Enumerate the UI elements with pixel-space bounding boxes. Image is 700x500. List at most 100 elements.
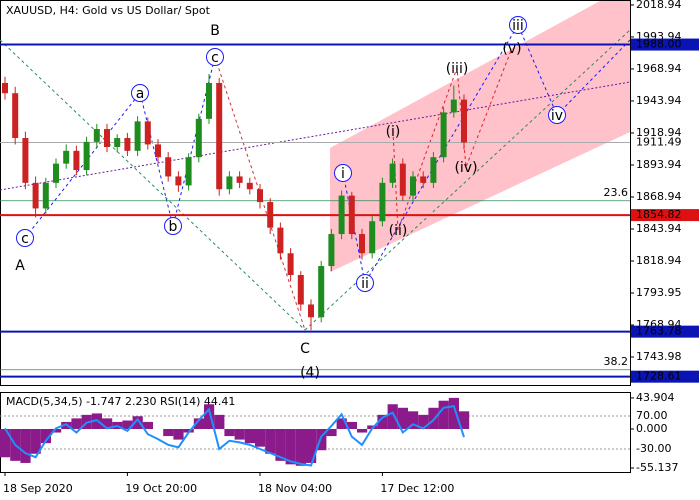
wave-label: (4) — [300, 365, 320, 381]
macd-bar — [418, 414, 429, 429]
wave-label: (ii) — [389, 223, 408, 239]
candle-body — [22, 138, 29, 183]
rsi-line — [4, 404, 465, 467]
candle-body — [42, 182, 49, 209]
wave-label: A — [15, 258, 25, 274]
candle-body — [83, 141, 90, 171]
candle-body — [297, 275, 304, 305]
candle-body — [206, 82, 212, 119]
wave-label: a — [136, 86, 145, 102]
level-label: 1854.82 — [636, 208, 682, 221]
macd-bar — [51, 428, 62, 433]
wave-label: b — [169, 219, 178, 235]
candle-body — [175, 176, 182, 186]
macd-bar — [428, 407, 439, 429]
level-tag — [631, 209, 699, 222]
y-tick-label: 1918.94 — [636, 126, 682, 139]
candle-body — [185, 157, 192, 186]
wave-circle — [509, 16, 527, 34]
y-tick-label: 2018.94 — [636, 0, 682, 11]
wave-line — [342, 23, 631, 285]
y-tick-label: 1793.95 — [636, 286, 682, 299]
y-tick-label: 70.00 — [636, 409, 668, 422]
macd-bar — [295, 428, 306, 466]
level-label: 1763.78 — [636, 325, 682, 338]
macd-bar — [20, 428, 31, 463]
macd-bar — [0, 428, 11, 458]
macd-bar — [132, 416, 143, 429]
level-label: 1728.61 — [636, 370, 682, 383]
wave-circle — [206, 48, 224, 66]
candle-body — [216, 82, 223, 190]
macd-bar — [40, 428, 51, 444]
candle-body — [267, 202, 274, 228]
macd-bar — [387, 404, 398, 429]
wave-label: i — [341, 166, 345, 182]
candle-body — [32, 182, 39, 209]
candle-body — [308, 304, 314, 318]
trend-line — [0, 39, 306, 331]
candle-body — [277, 227, 284, 254]
wave-circle — [356, 274, 374, 292]
candle-body — [440, 112, 447, 158]
fib-label: 23.6 — [604, 186, 629, 199]
candle-body — [461, 99, 467, 143]
candle-body — [104, 129, 110, 147]
y-tick-label: 1818.94 — [636, 254, 682, 267]
wave-label: ii — [361, 276, 369, 292]
level-tag — [631, 136, 699, 149]
macd-bar — [306, 428, 317, 463]
wave-circle — [16, 229, 34, 247]
macd-bar — [71, 418, 82, 429]
y-tick-label: 0.000 — [636, 422, 668, 435]
candle-body — [2, 82, 8, 94]
candle-body — [450, 99, 457, 113]
macd-bar — [30, 428, 41, 454]
candle-body — [155, 144, 161, 158]
macd-bar — [234, 428, 245, 440]
macd-bar — [265, 428, 276, 454]
macd-bar — [377, 414, 388, 429]
candle-body — [399, 163, 406, 196]
candle-body — [257, 189, 263, 203]
wave-label: iii — [512, 18, 524, 34]
level-label: 1988.00 — [636, 38, 682, 51]
wave-circle — [164, 217, 182, 235]
candle-body — [369, 221, 376, 254]
macd-bar — [408, 411, 419, 429]
candle-body — [338, 195, 345, 235]
macd-bar — [193, 418, 204, 429]
y-tick-label: 1968.94 — [636, 62, 682, 75]
level-tag — [631, 370, 699, 383]
candle-body — [359, 234, 365, 254]
macd-bar — [438, 400, 449, 429]
wave-label: B — [210, 23, 220, 39]
trend-line — [0, 81, 631, 191]
wave-label: (i) — [386, 124, 401, 140]
level-label: 1911.49 — [636, 136, 682, 149]
candle-body — [93, 129, 100, 142]
macd-bar — [163, 428, 174, 437]
level-tag — [631, 38, 699, 51]
candle-body — [114, 138, 121, 147]
candle-body — [226, 176, 233, 190]
macd-bar — [357, 428, 368, 433]
macd-bar — [224, 428, 235, 437]
macd-bar — [142, 421, 153, 429]
x-tick-label: 17 Dec 12:00 — [380, 482, 454, 495]
macd-bar — [255, 428, 266, 447]
macd-bar — [173, 428, 184, 440]
candle-body — [410, 176, 416, 196]
candle-body — [328, 234, 335, 267]
candle-body — [195, 118, 202, 158]
macd-bar — [459, 411, 470, 429]
y-tick-label: 1843.94 — [636, 222, 682, 235]
macd-bar — [336, 418, 347, 429]
macd-bar — [275, 428, 286, 461]
candle-body — [389, 163, 396, 183]
y-tick-label: 43.904 — [636, 391, 675, 404]
macd-bar — [285, 428, 296, 465]
wave-line — [392, 47, 513, 231]
candle-body — [124, 138, 131, 151]
